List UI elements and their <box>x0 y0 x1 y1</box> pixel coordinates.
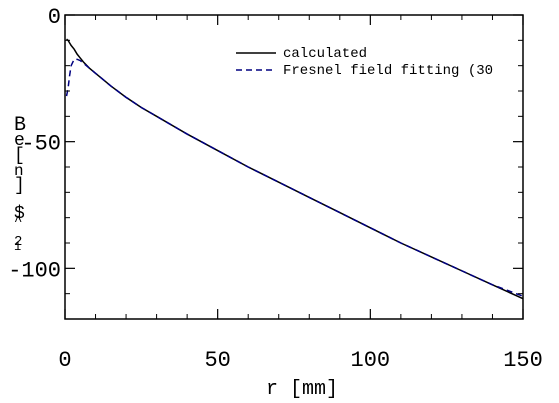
y-axis-label-char: $ <box>14 204 25 224</box>
legend: calculated Fresnel field fitting (30 <box>236 46 493 79</box>
series-line-fresnel <box>65 58 524 297</box>
y-axis-label-char: ] <box>14 176 25 196</box>
x-tick-label: 150 <box>503 348 543 373</box>
y-tick-label: -100 <box>8 258 61 283</box>
y-axis-label-char: 1 <box>14 240 21 254</box>
series-group <box>65 38 524 300</box>
ticks-group: 0 50 100 150 0 -50 -100 <box>8 5 543 373</box>
legend-label-calculated: calculated <box>283 46 367 62</box>
legend-label-fresnel: Fresnel field fitting (30 <box>283 63 493 79</box>
y-axis-label-char: 2 <box>14 234 22 250</box>
x-tick-label: 0 <box>58 348 71 373</box>
y-axis-label-char: n <box>14 162 24 180</box>
x-tick-label: 50 <box>204 348 230 373</box>
y-tick-label: -50 <box>21 132 61 157</box>
y-axis-label-char: B <box>14 114 26 137</box>
plot-frame <box>64 14 524 320</box>
y-axis-label-char: e <box>14 131 25 151</box>
plot-background <box>65 15 523 319</box>
y-axis-label: Be[n] $^ 21 <box>14 114 26 254</box>
x-axis-label: r [mm] <box>266 378 338 401</box>
y-axis-label-char: ^ <box>14 214 22 230</box>
y-tick-label: 0 <box>48 5 61 30</box>
y-axis-label-char: [ <box>14 146 25 166</box>
x-tick-label: 100 <box>351 348 391 373</box>
